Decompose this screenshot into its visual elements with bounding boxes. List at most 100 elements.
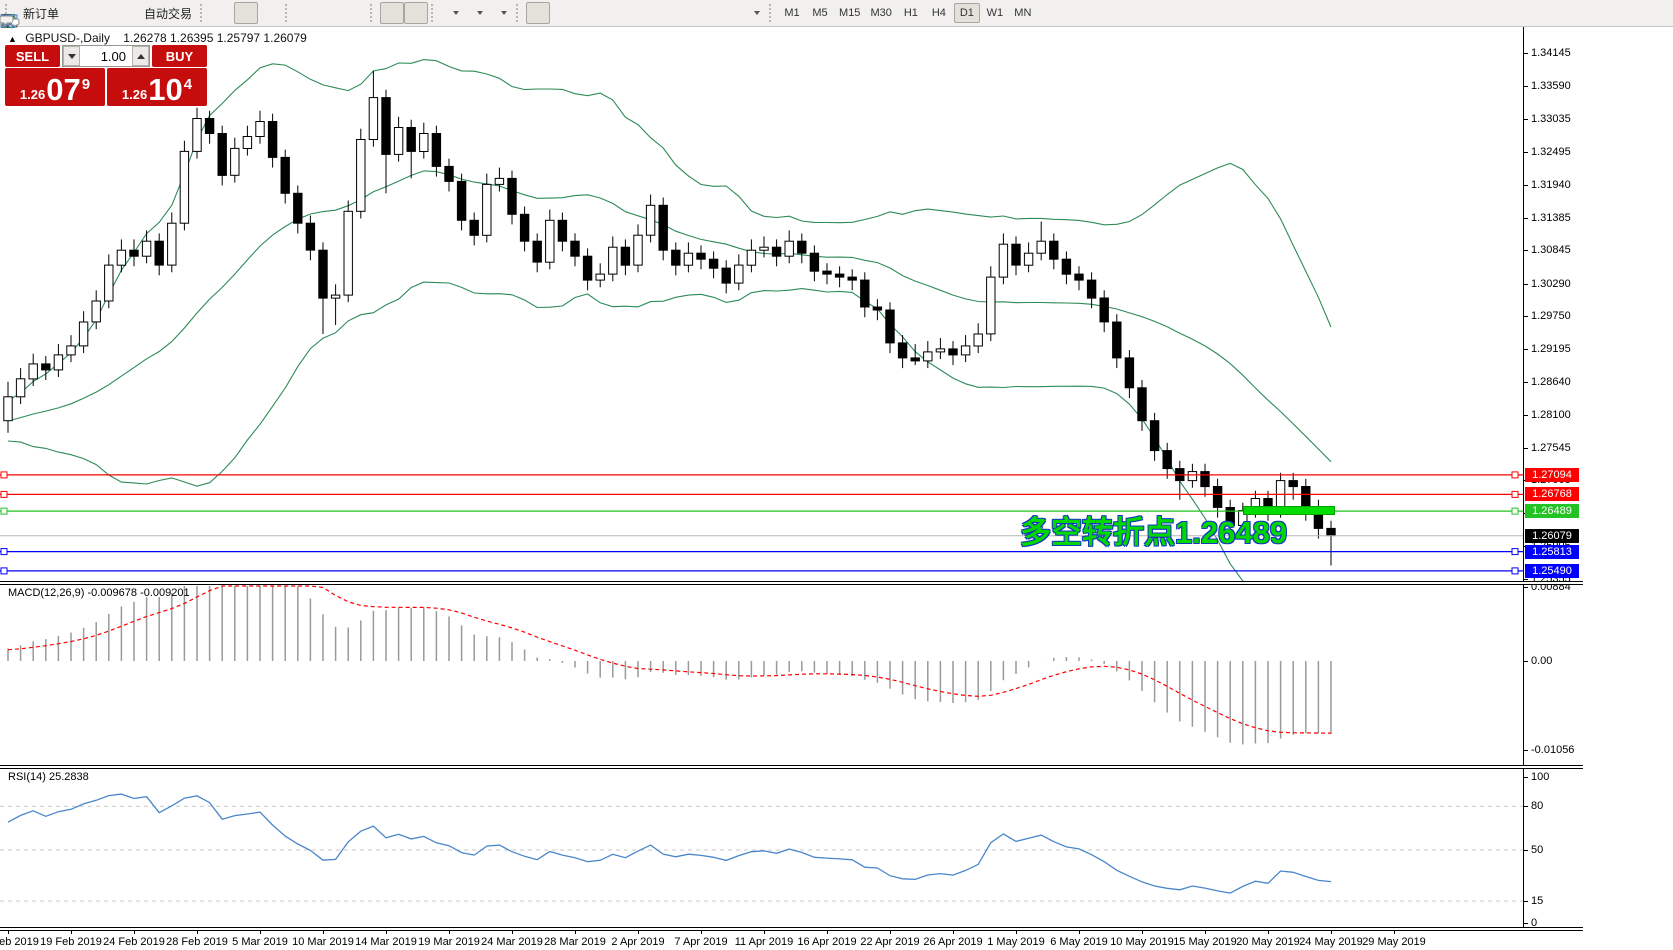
cursor-tool-button[interactable] <box>4 2 551 28</box>
time-axis-tick <box>638 930 639 934</box>
indicators-button[interactable] <box>0 2 465 29</box>
volume-input[interactable]: 1.00 <box>80 46 132 66</box>
fibonacci-tool-button[interactable]: F <box>2 2 694 29</box>
toolbar-grip[interactable] <box>431 4 437 22</box>
price-axis-tick-label: 1.28640 <box>1531 376 1571 389</box>
rsi-pane[interactable] <box>0 769 1523 927</box>
candlestick-chart-button[interactable] <box>1 2 259 28</box>
rsi-axis-tick <box>1523 901 1528 903</box>
bar-chart-button[interactable] <box>1 2 234 28</box>
price-level-label: 1.26768 <box>1525 487 1579 502</box>
periods-button[interactable] <box>1 2 489 28</box>
chart-shift-button[interactable] <box>1 2 429 27</box>
price-axis-tick-label: 1.32495 <box>1531 145 1571 158</box>
macd-axis-tick <box>1523 586 1528 588</box>
time-axis-tick <box>512 930 513 934</box>
pane-separator[interactable] <box>0 927 1583 931</box>
horizontal-line-tool-button[interactable] <box>2 2 622 24</box>
auto-scroll-button[interactable] <box>1 2 405 27</box>
price-axis-tick <box>1523 382 1528 384</box>
timeframe-button-M5[interactable]: M5 <box>812 7 828 19</box>
text-label-tool-button[interactable]: T <box>1 2 742 27</box>
timeframe-button-D1[interactable]: D1 <box>953 3 980 23</box>
trendline-tool-button[interactable] <box>1 2 646 27</box>
timeframe-button-M15[interactable]: M15 <box>839 7 861 19</box>
time-axis-tick <box>953 930 954 934</box>
buy-price-big: 10 <box>148 72 183 107</box>
periods-dropdown-caret <box>476 11 483 15</box>
support-zone-rectangle[interactable] <box>1243 506 1335 515</box>
timeframe-button-M30[interactable]: M30 <box>870 7 892 19</box>
price-chart-pane[interactable] <box>0 27 1523 581</box>
price-axis-line <box>1523 27 1524 930</box>
zoom-in-button[interactable] <box>1 2 319 29</box>
arrows-tool-button[interactable] <box>2 2 766 27</box>
time-axis-label: 28 Feb 2019 <box>166 936 228 948</box>
price-axis-tick-label: 1.33035 <box>1531 113 1571 126</box>
bollinger-bands <box>7 59 1332 581</box>
time-axis-tick <box>1142 930 1143 934</box>
timeframe-button-MN[interactable]: MN <box>1014 7 1032 19</box>
timeframe-button-H4[interactable]: H4 <box>931 7 946 19</box>
zoom-out-button[interactable] <box>1 2 343 29</box>
time-axis-tick <box>1205 930 1206 934</box>
templates-button[interactable] <box>0 2 513 28</box>
new-order-button[interactable]: 新订单 <box>0 2 64 29</box>
text-tool-button[interactable]: A <box>3 2 718 28</box>
buy-price-display[interactable]: 1.26 10 4 <box>107 68 207 106</box>
timeframe-button-W1[interactable]: W1 <box>986 7 1004 19</box>
history-center-button[interactable] <box>0 2 88 28</box>
vertical-line-tool-button[interactable] <box>4 2 598 27</box>
candlesticks <box>3 70 1336 566</box>
time-axis-label: 14 Feb 2019 <box>0 936 39 948</box>
price-axis-tick-label: 1.33590 <box>1531 80 1571 93</box>
price-axis-tick-label: 1.29195 <box>1531 343 1571 356</box>
crosshair-tool-button[interactable] <box>1 2 574 28</box>
rsi-axis-tick <box>1523 923 1528 924</box>
tile-windows-button[interactable] <box>1 2 367 28</box>
timeframe-button-M1[interactable]: M1 <box>784 7 800 19</box>
price-level-label: 1.25813 <box>1525 544 1579 559</box>
time-axis-label: 10 May 2019 <box>1110 936 1174 948</box>
time-axis-label: 26 Apr 2019 <box>923 936 983 948</box>
toolbar-grip[interactable] <box>5 4 11 22</box>
current-price-label: 1.26079 <box>1525 528 1579 543</box>
signal-button[interactable] <box>1 2 136 28</box>
timeframe-button-H1[interactable]: H1 <box>903 7 918 19</box>
time-axis-label: 28 Mar 2019 <box>544 936 606 948</box>
sell-button[interactable]: SELL <box>5 45 60 67</box>
auto-trading-label: 自动交易 <box>144 6 193 21</box>
profile-button[interactable] <box>1 2 112 28</box>
volume-increase-button[interactable] <box>132 46 149 66</box>
chart-annotation-text[interactable]: 多空转折点1.26489 <box>1020 515 1288 550</box>
time-axis-tick <box>386 930 387 934</box>
toolbar-grip[interactable] <box>370 4 376 22</box>
toolbar-grip[interactable] <box>769 4 775 22</box>
auto-trading-button[interactable]: 自动交易 <box>0 2 197 28</box>
price-axis-tick-label: 1.31940 <box>1531 178 1571 191</box>
toolbar-grip[interactable] <box>200 4 206 22</box>
volume-decrease-button[interactable] <box>63 46 80 66</box>
time-axis-label: 19 Feb 2019 <box>40 936 102 948</box>
pane-separator[interactable] <box>0 581 1583 585</box>
buy-button[interactable]: BUY <box>152 45 207 67</box>
buy-price-prefix: 1.26 <box>121 87 148 102</box>
toolbar-grip[interactable] <box>516 4 522 22</box>
time-axis-label: 2 Apr 2019 <box>611 936 665 948</box>
time-axis-label: 20 May 2019 <box>1236 936 1300 948</box>
price-axis-tick-label: 1.34145 <box>1531 47 1571 59</box>
pane-separator[interactable] <box>0 765 1583 769</box>
macd-histogram <box>7 586 1332 745</box>
time-axis-tick <box>1079 930 1080 934</box>
equidistant-channel-tool-button[interactable]: E <box>1 2 670 29</box>
rsi-axis-tick-label: 50 <box>1531 844 1544 856</box>
sell-price-display[interactable]: 1.26 07 9 <box>5 68 105 106</box>
line-chart-button[interactable] <box>1 2 282 28</box>
price-axis-tick-label: 1.27545 <box>1531 441 1571 454</box>
macd-pane[interactable] <box>0 585 1523 765</box>
macd-signal-line <box>7 585 1332 734</box>
price-axis-tick <box>1523 184 1528 186</box>
toolbar-grip[interactable] <box>285 4 291 22</box>
time-axis-label: 11 Apr 2019 <box>734 936 794 948</box>
horizontal-level-lines[interactable] <box>0 471 1523 575</box>
